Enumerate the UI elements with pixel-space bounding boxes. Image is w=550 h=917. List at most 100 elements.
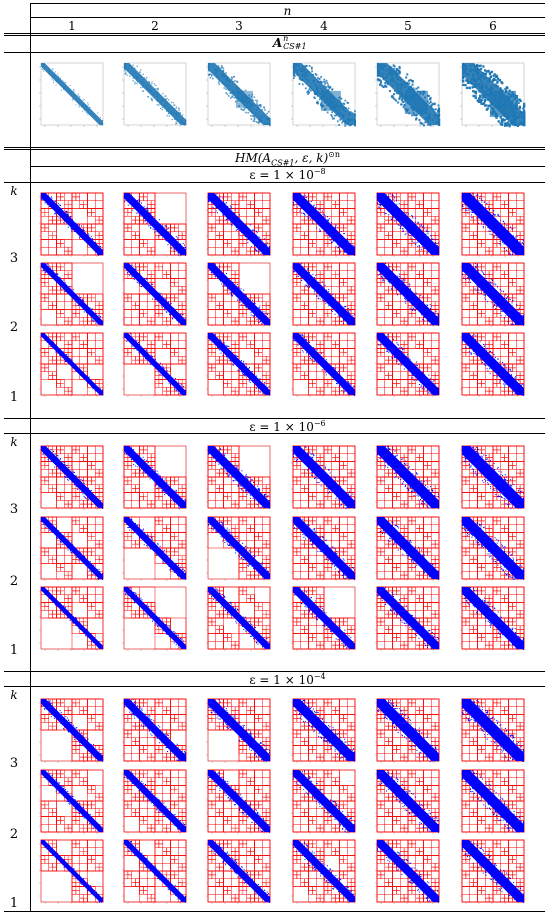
hierarchical-matrix-plot <box>122 769 187 834</box>
rule-bottom <box>4 911 545 912</box>
hierarchical-matrix-plot <box>206 445 271 510</box>
sparsity-pattern-plot <box>39 62 104 127</box>
sparsity-pattern-plot <box>460 62 526 128</box>
k-label: k <box>4 185 24 197</box>
k-label: k <box>4 436 24 448</box>
hierarchical-matrix-plot <box>375 516 440 581</box>
column-number: 4 <box>290 20 358 32</box>
rule-under-hm <box>30 166 545 167</box>
sparsity-pattern-plot <box>375 62 441 127</box>
rule-under-eps3 <box>4 686 545 687</box>
n-header: n <box>30 5 545 17</box>
hierarchical-matrix-plot <box>39 516 104 581</box>
hierarchical-matrix-plot <box>291 332 356 397</box>
hierarchical-matrix-plot <box>460 192 525 257</box>
k-value: 2 <box>4 321 24 334</box>
hm-label: HM(ACS#1, ε, k)⊙n <box>30 151 545 167</box>
hierarchical-matrix-plot <box>291 192 356 257</box>
hierarchical-matrix-plot <box>206 698 271 763</box>
hierarchical-matrix-plot <box>122 839 187 904</box>
hierarchical-matrix-plot <box>122 586 187 651</box>
rule-under-row1 <box>4 147 545 148</box>
sparsity-pattern-plot <box>206 62 271 127</box>
hierarchical-matrix-plot <box>39 769 104 834</box>
hierarchical-matrix-plot <box>375 698 440 763</box>
hierarchical-matrix-plot <box>206 769 271 834</box>
hierarchical-matrix-plot <box>291 262 356 327</box>
hierarchical-matrix-plot <box>460 332 525 397</box>
hierarchical-matrix-plot <box>291 769 356 834</box>
rule-top <box>30 3 545 4</box>
hierarchical-matrix-plot <box>39 586 104 651</box>
k-value: 2 <box>4 575 24 588</box>
hierarchical-matrix-plot <box>460 445 525 510</box>
rule-under-eps1 <box>4 182 545 183</box>
column-number: 2 <box>121 20 189 32</box>
rule-above-hm <box>4 149 545 150</box>
hierarchical-matrix-plot <box>291 445 356 510</box>
hierarchical-matrix-plot <box>206 262 271 327</box>
rule-under-cols <box>4 33 545 34</box>
hierarchical-matrix-plot <box>122 516 187 581</box>
rule-above-a <box>4 35 545 36</box>
hierarchical-matrix-plot <box>375 192 440 257</box>
hierarchical-matrix-plot <box>39 192 104 257</box>
rule-left-column <box>30 3 31 911</box>
hierarchical-matrix-plot <box>460 516 525 581</box>
hierarchical-matrix-plot <box>460 262 525 327</box>
hierarchical-matrix-plot <box>39 332 104 397</box>
hierarchical-matrix-plot <box>460 769 525 834</box>
k-value: 1 <box>4 391 24 404</box>
hierarchical-matrix-plot <box>122 698 187 763</box>
k-value: 3 <box>4 503 24 516</box>
epsilon-label: ε = 1 × 10−6 <box>30 420 545 434</box>
rule-above-eps3 <box>4 671 545 672</box>
hierarchical-matrix-plot <box>375 769 440 834</box>
hierarchical-matrix-plot <box>206 516 271 581</box>
hierarchical-matrix-plot <box>375 445 440 510</box>
rule-under-eps2 <box>4 433 545 434</box>
hierarchical-matrix-plot <box>122 445 187 510</box>
hierarchical-matrix-plot <box>375 839 440 904</box>
epsilon-label: ε = 1 × 10−4 <box>30 673 545 687</box>
hierarchical-matrix-plot <box>291 586 356 651</box>
hierarchical-matrix-plot <box>375 262 440 327</box>
hierarchical-matrix-plot <box>460 698 525 763</box>
hierarchical-matrix-plot <box>291 698 356 763</box>
hierarchical-matrix-plot <box>122 192 187 257</box>
rule-above-eps2 <box>4 418 545 419</box>
rule-under-n <box>30 17 545 18</box>
hierarchical-matrix-plot <box>206 586 271 651</box>
hierarchical-matrix-plot <box>39 262 104 327</box>
column-number: 6 <box>459 20 527 32</box>
k-value: 1 <box>4 644 24 657</box>
hierarchical-matrix-plot <box>206 332 271 397</box>
hierarchical-matrix-plot <box>291 516 356 581</box>
column-number: 5 <box>374 20 442 32</box>
hierarchical-matrix-plot <box>206 192 271 257</box>
k-value: 1 <box>4 897 24 910</box>
hierarchical-matrix-plot <box>122 332 187 397</box>
sparsity-pattern-plot <box>291 62 356 127</box>
k-value: 2 <box>4 828 24 841</box>
sparsity-pattern-plot <box>122 62 187 127</box>
hierarchical-matrix-plot <box>39 445 104 510</box>
k-label: k <box>4 689 24 701</box>
column-number: 3 <box>205 20 273 32</box>
epsilon-label: ε = 1 × 10−8 <box>30 168 545 182</box>
hierarchical-matrix-plot <box>206 839 271 904</box>
hierarchical-matrix-plot <box>39 698 104 763</box>
hierarchical-matrix-plot <box>291 839 356 904</box>
k-value: 3 <box>4 757 24 770</box>
k-value: 3 <box>4 252 24 265</box>
hierarchical-matrix-plot <box>375 332 440 397</box>
rule-under-a <box>4 52 545 53</box>
hierarchical-matrix-plot <box>460 839 525 904</box>
hierarchical-matrix-plot <box>39 839 104 904</box>
column-number: 1 <box>38 20 106 32</box>
hierarchical-matrix-plot <box>460 586 525 651</box>
hierarchical-matrix-plot <box>122 262 187 327</box>
hierarchical-matrix-plot <box>375 586 440 651</box>
